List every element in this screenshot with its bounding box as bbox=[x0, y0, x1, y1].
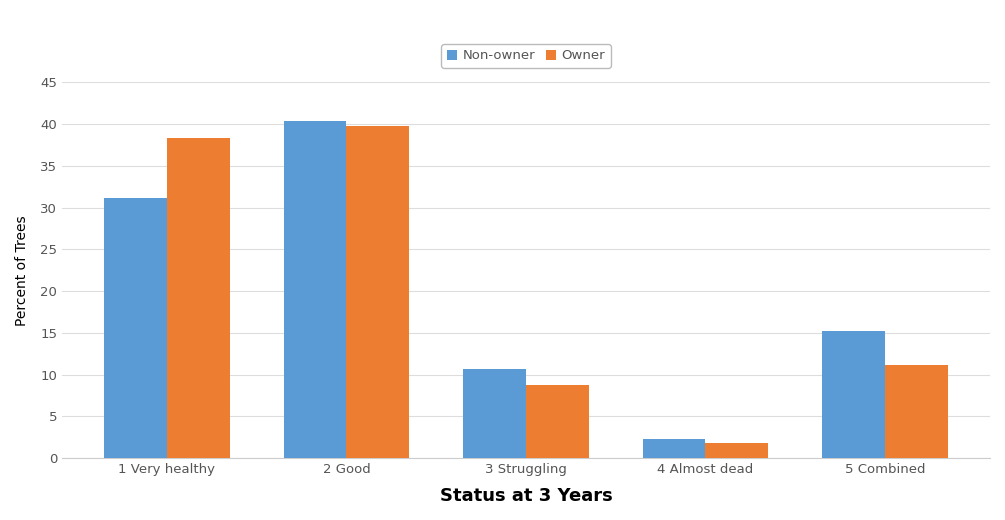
X-axis label: Status at 3 Years: Status at 3 Years bbox=[439, 487, 612, 505]
Bar bbox=[885, 365, 948, 458]
Bar bbox=[347, 126, 409, 458]
Bar bbox=[526, 385, 589, 458]
Bar bbox=[463, 369, 526, 458]
Bar bbox=[105, 199, 167, 458]
Bar bbox=[706, 443, 768, 458]
Bar bbox=[167, 137, 230, 458]
Bar bbox=[822, 331, 885, 458]
Bar bbox=[283, 121, 347, 458]
Legend: Non-owner, Owner: Non-owner, Owner bbox=[441, 44, 610, 68]
Y-axis label: Percent of Trees: Percent of Trees bbox=[15, 215, 29, 326]
Bar bbox=[642, 439, 706, 458]
